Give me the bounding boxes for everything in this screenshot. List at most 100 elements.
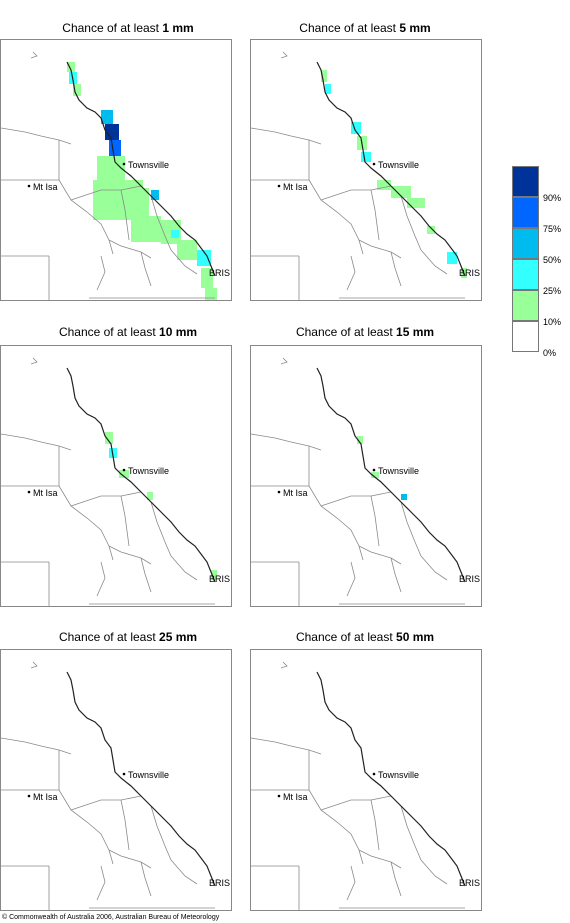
border-line [420, 555, 448, 581]
legend-swatch-90 [512, 166, 539, 197]
border-line [170, 249, 198, 275]
rain-cell [361, 152, 371, 162]
coastline [316, 367, 466, 583]
legend-label-0: 0% [543, 348, 557, 358]
legend-label-75: 75% [543, 224, 562, 234]
townsville-dot [372, 162, 376, 166]
bris-label: BRIS [209, 268, 230, 278]
townsville-label: Townsville [378, 466, 419, 476]
mt-isa-dot [27, 794, 31, 798]
border-line [390, 861, 402, 897]
mt-isa-dot [27, 490, 31, 494]
map-graphic: Townsville Mt Isa BRIS [251, 661, 480, 910]
border-line [280, 51, 288, 59]
rain-cell [197, 250, 211, 266]
panel-title-25mm: Chance of at least 25 mm [58, 630, 198, 644]
bris-label: BRIS [459, 268, 480, 278]
rain-cell [119, 470, 129, 478]
coastline [316, 61, 466, 277]
rain-cell [325, 84, 331, 94]
border-line [96, 255, 106, 291]
panel-title-5mm: Chance of at least 5 mm [299, 21, 431, 35]
border-line [1, 433, 72, 451]
border-line [251, 433, 322, 451]
coastline [66, 61, 216, 277]
border-line [280, 357, 288, 365]
map-1mm: Townsville Mt Isa BRIS [0, 39, 232, 301]
border-line [140, 251, 152, 287]
border-line [358, 545, 402, 565]
coastline [316, 671, 466, 887]
rain-cell [377, 180, 391, 190]
border-line [96, 561, 106, 597]
bris-label: BRIS [459, 574, 480, 584]
copyright-notice: © Commonwealth of Australia 2006, Austra… [2, 914, 220, 921]
townsville-dot [122, 162, 126, 166]
rain-cell [211, 570, 217, 580]
rain-cell [391, 186, 411, 198]
rain-cell [321, 70, 327, 82]
map-15mm: Townsville Mt Isa BRIS [250, 345, 482, 607]
border-line [308, 140, 364, 255]
border-line [30, 357, 38, 365]
map-10mm: Townsville Mt Isa BRIS [0, 345, 232, 607]
border-line [358, 849, 402, 869]
rain-cell [357, 436, 363, 444]
legend-swatch-75 [512, 197, 539, 228]
rain-cell [109, 140, 121, 158]
border-line [390, 251, 402, 287]
rain-cell [73, 84, 81, 96]
townsville-dot [372, 772, 376, 776]
townsville-dot [372, 468, 376, 472]
legend-swatch-25 [512, 259, 539, 290]
legend-swatch-50 [512, 228, 539, 259]
legend-label-90: 90% [543, 193, 562, 203]
border-line [346, 255, 356, 291]
coastline [66, 671, 216, 887]
border-line [58, 446, 114, 561]
border-line [308, 446, 364, 561]
border-line [96, 865, 106, 901]
mt-isa-dot [277, 490, 281, 494]
border-line [30, 661, 38, 669]
border-line [1, 737, 72, 755]
border-line [120, 189, 130, 241]
border-line [150, 501, 172, 557]
mt-isa-dot [277, 794, 281, 798]
border-line [320, 491, 392, 507]
border-line [170, 859, 198, 885]
border-line [400, 501, 422, 557]
rain-cell [447, 252, 457, 264]
border-line [420, 249, 448, 275]
border-line [280, 661, 288, 669]
mt-isa-label: Mt Isa [33, 792, 58, 802]
panel-title-50mm: Chance of at least 50 mm [295, 630, 435, 644]
panel-title-15mm: Chance of at least 15 mm [295, 325, 435, 339]
mt-isa-label: Mt Isa [283, 488, 308, 498]
border-line [58, 750, 114, 865]
rain-cell [105, 124, 119, 140]
mt-isa-label: Mt Isa [283, 792, 308, 802]
mt-isa-dot [27, 184, 31, 188]
border-line [320, 795, 392, 811]
legend-label-10: 10% [543, 317, 562, 327]
border-line [140, 861, 152, 897]
border-line [1, 127, 72, 145]
legend-swatch-10 [512, 290, 539, 321]
border-line [370, 799, 380, 851]
rain-cell [97, 156, 125, 184]
map-graphic: Townsville Mt Isa BRIS [251, 51, 480, 300]
panel-title-1mm: Chance of at least 1 mm [62, 21, 194, 35]
border-line [140, 557, 152, 593]
rain-cell [171, 230, 179, 238]
rain-cell [201, 268, 213, 288]
border-line [150, 195, 172, 251]
townsville-label: Townsville [378, 770, 419, 780]
rain-cell [351, 122, 361, 134]
border-line [70, 491, 142, 507]
border-line [346, 561, 356, 597]
rain-cell [177, 240, 197, 260]
border-line [346, 865, 356, 901]
border-line [120, 495, 130, 547]
rain-cell [131, 216, 161, 242]
